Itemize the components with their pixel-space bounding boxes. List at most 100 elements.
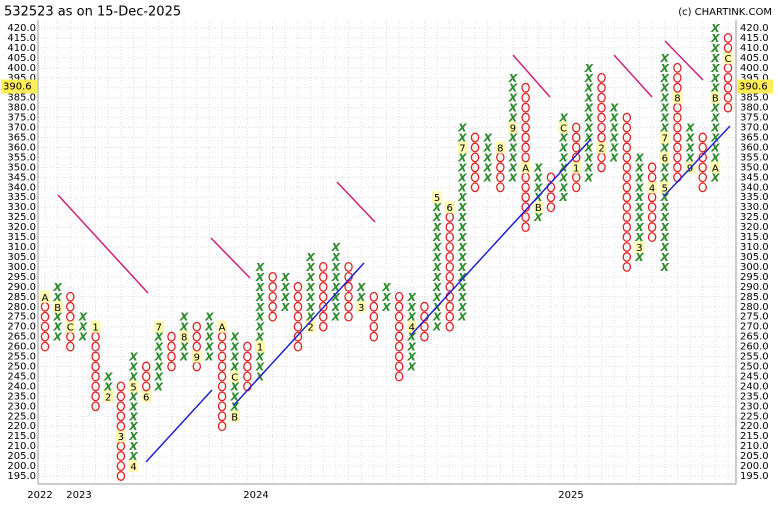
o-box [597,132,606,143]
x-box: X [558,132,568,145]
y-tick-label: 405.0 [7,53,36,64]
x-box: X [432,231,442,244]
o-box [496,162,505,173]
x-tick-label: 2024 [243,490,268,501]
resistance-line [210,237,251,279]
month-marker: A [522,163,529,174]
resistance-line [57,194,149,294]
y-tick-label: 345.0 [7,172,36,183]
o-box [293,331,303,342]
o-box [116,391,126,402]
month-marker-bg [596,141,607,154]
x-box: X [558,151,568,164]
y-tick-label: 365.0 [7,133,36,144]
x-box: X [634,181,644,194]
resistance-line [613,54,653,98]
o-box [521,92,530,103]
y-tick-label: 415.0 [740,33,769,44]
month-marker-bg [659,151,670,164]
o-box [521,182,530,193]
resistance-line [664,40,704,81]
o-box [116,401,126,412]
x-box: X [457,122,467,135]
x-box: X [305,311,315,324]
month-marker: A [712,163,719,174]
x-box: X [558,171,568,184]
y-tick-label: 380.0 [740,103,769,114]
x-box: X [280,281,290,294]
x-box: X [432,201,442,214]
month-marker-bg [229,410,240,423]
o-box [344,261,353,272]
y-tick-label: 220.0 [7,421,36,432]
x-box: X [381,291,391,304]
x-box: X [255,321,265,334]
o-box [622,142,632,153]
month-marker-bg [115,430,126,443]
o-box [268,281,277,292]
x-box: X [584,112,594,125]
o-box [622,202,632,213]
o-box [622,172,632,183]
o-box [470,142,480,153]
y-tick-label: 285.0 [7,292,36,303]
o-box [597,92,606,103]
y-tick-label: 350.0 [740,162,769,173]
y-tick-label: 200.0 [740,461,769,472]
month-marker-bg [634,241,645,254]
x-box: X [609,141,619,154]
o-box [521,112,530,123]
month-marker: 1 [92,323,98,334]
x-box: X [432,261,442,274]
o-box [597,82,606,93]
o-box [319,301,328,312]
y-tick-label: 315.0 [7,232,36,243]
month-marker: 6 [447,203,453,214]
o-box [698,182,707,193]
y-tick-label: 410.0 [740,43,769,54]
o-box [546,192,556,203]
month-marker-bg [128,460,139,473]
o-box [394,351,404,362]
month-marker: 4 [409,323,415,334]
month-marker-bg [305,320,316,333]
marks: AXXXBXXCXXX12XX34XXXXXXX5XXX6XXXXXX7XX8X… [40,22,733,481]
y-tick-label: 305.0 [740,252,769,263]
y-tick-label: 240.0 [740,381,769,392]
month-marker-bg [179,330,190,343]
month-marker: 2 [105,392,111,403]
o-box [445,252,454,262]
y-tick-label: 420.0 [7,23,36,34]
x-box: X [305,251,315,264]
month-marker: 7 [156,323,162,334]
chart-title: 532523 as on 15-Dec-2025 [4,5,181,20]
o-box [622,162,632,173]
x-box: X [660,141,670,154]
x-box: X [179,321,189,334]
x-box: X [407,291,417,304]
o-box [217,371,227,382]
y-tick-label: 280.0 [740,302,769,313]
x-box: X [508,92,518,105]
x-box: X [508,112,518,125]
o-box [597,122,606,133]
x-box: X [710,22,720,35]
x-box: X [685,122,695,135]
o-box [344,291,353,302]
x-box: X [179,351,189,364]
y-tick-label: 295.0 [740,272,769,283]
x-box: X [457,151,467,164]
month-marker-bg [520,161,531,174]
support-line [233,262,365,406]
o-box [91,391,100,402]
x-box: X [255,271,265,284]
o-box [571,122,581,133]
o-box [91,381,100,392]
y-tick-label: 395.0 [7,73,36,84]
y-tick-label: 295.0 [7,272,36,283]
o-box [622,152,632,163]
month-marker: 1 [573,163,579,174]
x-box: X [154,331,164,344]
x-box: X [533,181,543,194]
x-box: X [432,311,442,324]
